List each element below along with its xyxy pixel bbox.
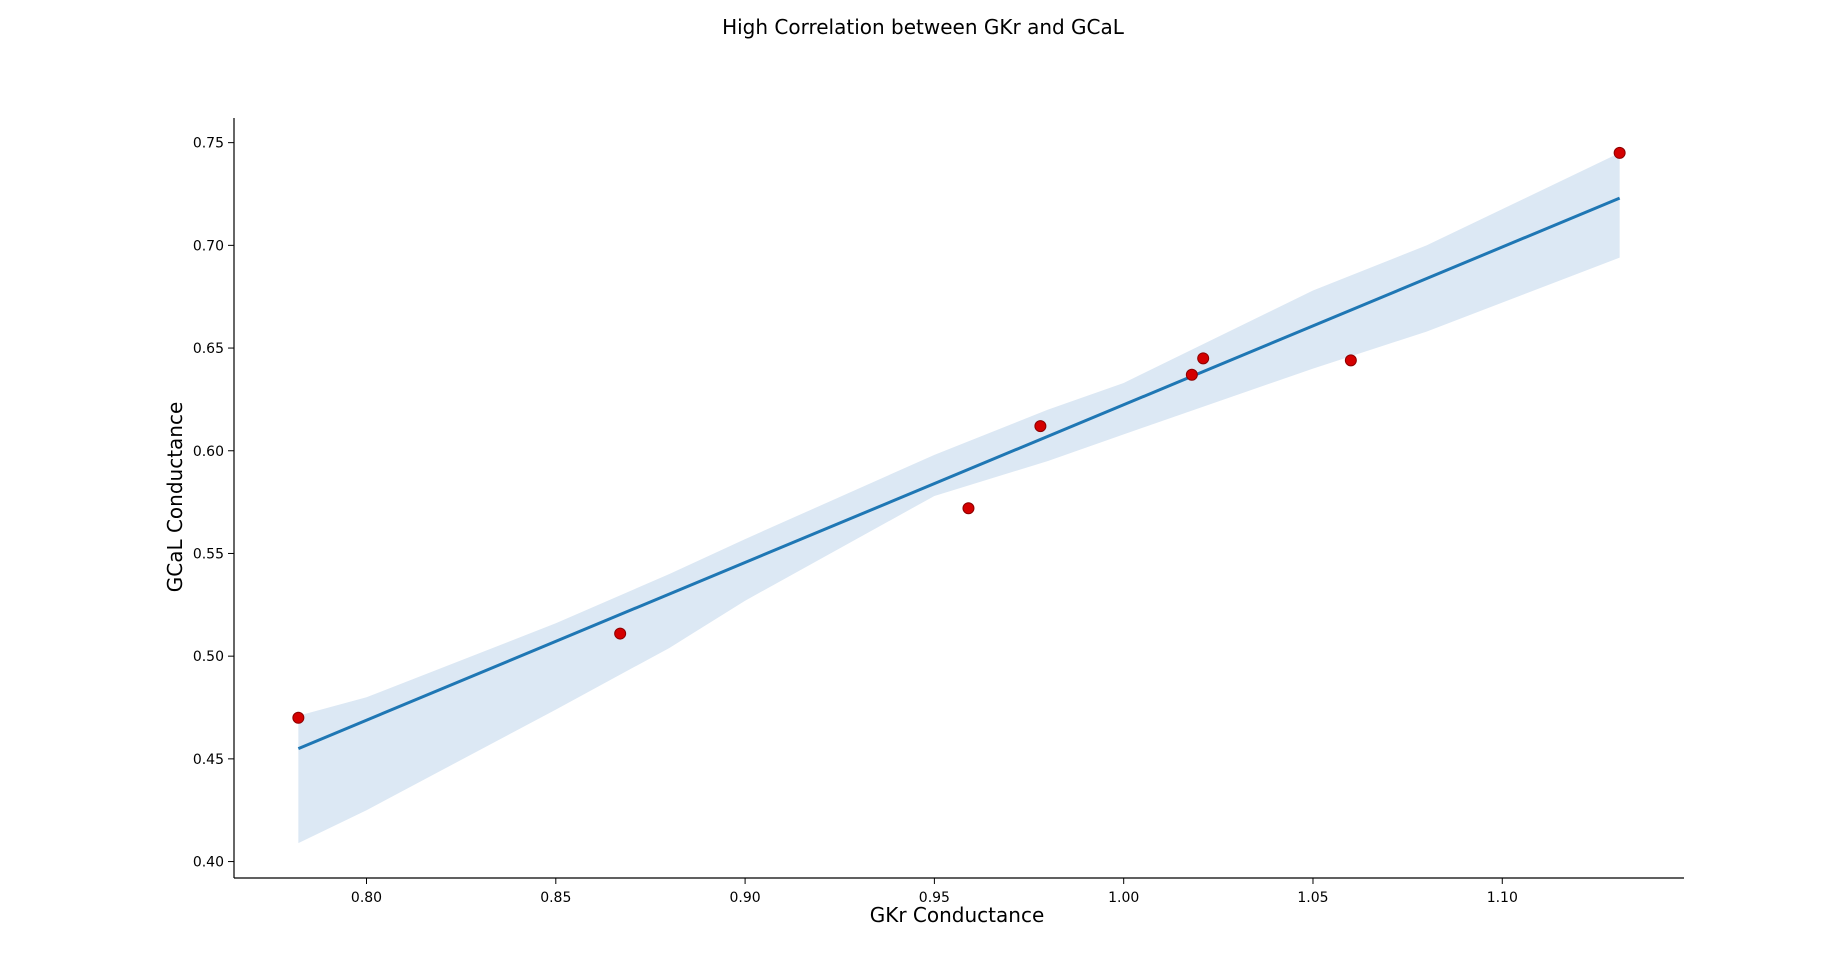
x-tick-label: 1.10	[1487, 890, 1518, 906]
data-points-layer	[292, 146, 1626, 724]
x-ticks: 0.80 0.85 0.90 0.95 1.00 1.05 1.10	[351, 878, 1518, 906]
confidence-band	[298, 152, 1620, 844]
regression-line-layer	[297, 196, 1621, 750]
x-tick-label: 0.95	[919, 890, 950, 906]
axes	[233, 118, 1684, 879]
data-point-7	[1344, 354, 1357, 367]
y-tick-label: 0.50	[193, 649, 224, 665]
data-point-4	[1034, 420, 1047, 433]
confidence-band-layer	[298, 152, 1620, 844]
y-tick-label: 0.60	[193, 444, 224, 460]
y-axis-label: GCaL Conductance	[163, 402, 187, 593]
x-tick-label: 1.00	[1108, 890, 1139, 906]
data-point-2	[614, 627, 627, 640]
x-tick-label: 0.85	[540, 890, 571, 906]
y-tick-label: 0.75	[193, 136, 224, 152]
y-tick-label: 0.40	[193, 855, 224, 871]
regression-line	[297, 196, 1621, 750]
data-point-8	[1613, 146, 1626, 159]
chart-title: High Correlation between GKr and GCaL	[722, 15, 1125, 39]
y-ticks: 0.40 0.45 0.50 0.55 0.60 0.65 0.70 0.75	[193, 136, 234, 871]
y-tick-label: 0.55	[193, 546, 224, 562]
data-point-5	[1185, 368, 1198, 381]
data-point-3	[962, 502, 975, 515]
x-tick-label: 0.90	[730, 890, 761, 906]
x-tick-label: 0.80	[351, 890, 382, 906]
data-point-6	[1197, 352, 1210, 365]
x-tick-label: 1.05	[1297, 890, 1328, 906]
y-tick-label: 0.65	[193, 341, 224, 357]
y-tick-label: 0.70	[193, 238, 224, 254]
data-point-1	[292, 711, 305, 724]
x-axis-label: GKr Conductance	[870, 903, 1045, 927]
y-tick-label: 0.45	[193, 752, 224, 768]
